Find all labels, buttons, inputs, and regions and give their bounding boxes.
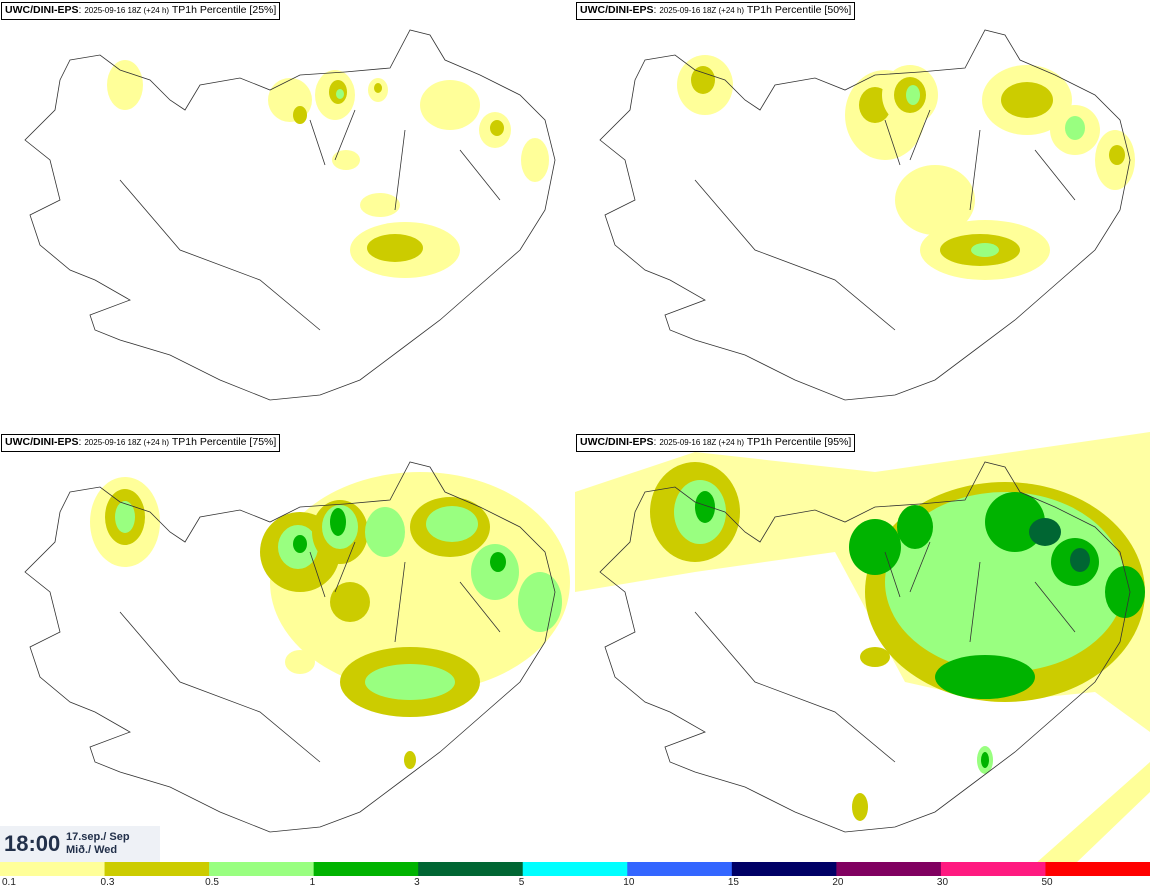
- precip-map: [24, 461, 570, 833]
- legend-swatch: [0, 862, 106, 876]
- model-name: UWC/DINI-EPS: [5, 436, 79, 448]
- coastline: [24, 29, 556, 401]
- legend-tick-label: 15: [727, 877, 739, 888]
- legend-tick-label: 0.1: [2, 877, 16, 888]
- valid-date: 17.sep./ Sep Mið./ Wed: [66, 831, 130, 857]
- precip-field: [107, 60, 549, 278]
- run-time: 2025-09-16 18Z (+24 h): [84, 438, 170, 447]
- legend-tick-label: 0.3: [100, 877, 115, 888]
- legend-swatch: [627, 862, 733, 876]
- valid-time: 18:00: [4, 831, 61, 856]
- field-label: TP1h Percentile [95%]: [746, 436, 852, 448]
- legend-swatch: [522, 862, 628, 876]
- panel-title: UWC/DINI-EPS: 2025-09-16 18Z (+24 h) TP1…: [576, 2, 856, 20]
- color-legend: [0, 862, 1150, 891]
- run-time: 2025-09-16 18Z (+24 h): [659, 6, 745, 15]
- model-name: UWC/DINI-EPS: [580, 4, 654, 16]
- valid-time-box: 18:00 17.sep./ Sep Mið./ Wed: [0, 826, 160, 862]
- valid-date-line1: 17.sep./ Sep: [66, 831, 130, 843]
- legend-tick-label: 20: [832, 877, 844, 888]
- map-panel-75: UWC/DINI-EPS: 2025-09-16 18Z (+24 h) TP1…: [0, 432, 575, 864]
- legend-swatch: [418, 862, 524, 876]
- precip-map: [24, 29, 556, 401]
- model-name: UWC/DINI-EPS: [580, 436, 654, 448]
- map-panel-95: UWC/DINI-EPS: 2025-09-16 18Z (+24 h) TP1…: [575, 432, 1150, 864]
- panel-title: UWC/DINI-EPS: 2025-09-16 18Z (+24 h) TP1…: [1, 434, 281, 452]
- precip-field: [677, 55, 1135, 280]
- precip-map: [599, 29, 1135, 401]
- precip-field: [575, 432, 1150, 864]
- map-panel-25: UWC/DINI-EPS: 2025-09-16 18Z (+24 h) TP1…: [0, 0, 575, 432]
- precip-field: [90, 472, 570, 769]
- legend-swatch: [731, 862, 837, 876]
- field-label: TP1h Percentile [50%]: [746, 4, 852, 16]
- panel-title: UWC/DINI-EPS: 2025-09-16 18Z (+24 h) TP1…: [1, 2, 281, 20]
- run-time: 2025-09-16 18Z (+24 h): [84, 6, 170, 15]
- legend-tick-label: 10: [623, 877, 635, 888]
- model-name: UWC/DINI-EPS: [5, 4, 79, 16]
- legend-swatch: [836, 862, 942, 876]
- legend-tick-label: 0.5: [205, 877, 219, 888]
- map-panel-50: UWC/DINI-EPS: 2025-09-16 18Z (+24 h) TP1…: [575, 0, 1150, 432]
- legend-tick-label: 3: [414, 877, 420, 888]
- legend-tick-label: 5: [518, 877, 525, 888]
- legend-tick-label: 30: [936, 877, 949, 888]
- coastline: [24, 461, 556, 833]
- field-label: TP1h Percentile [75%]: [171, 436, 277, 448]
- legend-swatch: [313, 862, 419, 876]
- legend-tick-label: 50: [1041, 877, 1053, 888]
- valid-date-line2: Mið./ Wed: [66, 844, 118, 856]
- coastline: [599, 461, 1131, 833]
- legend-swatch: [1045, 862, 1150, 876]
- panel-title: UWC/DINI-EPS: 2025-09-16 18Z (+24 h) TP1…: [576, 434, 856, 452]
- run-time: 2025-09-16 18Z (+24 h): [659, 438, 745, 447]
- precip-map: [575, 432, 1150, 864]
- field-label: TP1h Percentile [25%]: [171, 4, 277, 16]
- legend-bar: [0, 862, 1150, 876]
- coastline: [599, 29, 1131, 401]
- legend-tick-label: 1: [309, 877, 316, 888]
- legend-swatch: [940, 862, 1046, 876]
- legend-swatch: [209, 862, 315, 876]
- legend-swatch: [104, 862, 210, 876]
